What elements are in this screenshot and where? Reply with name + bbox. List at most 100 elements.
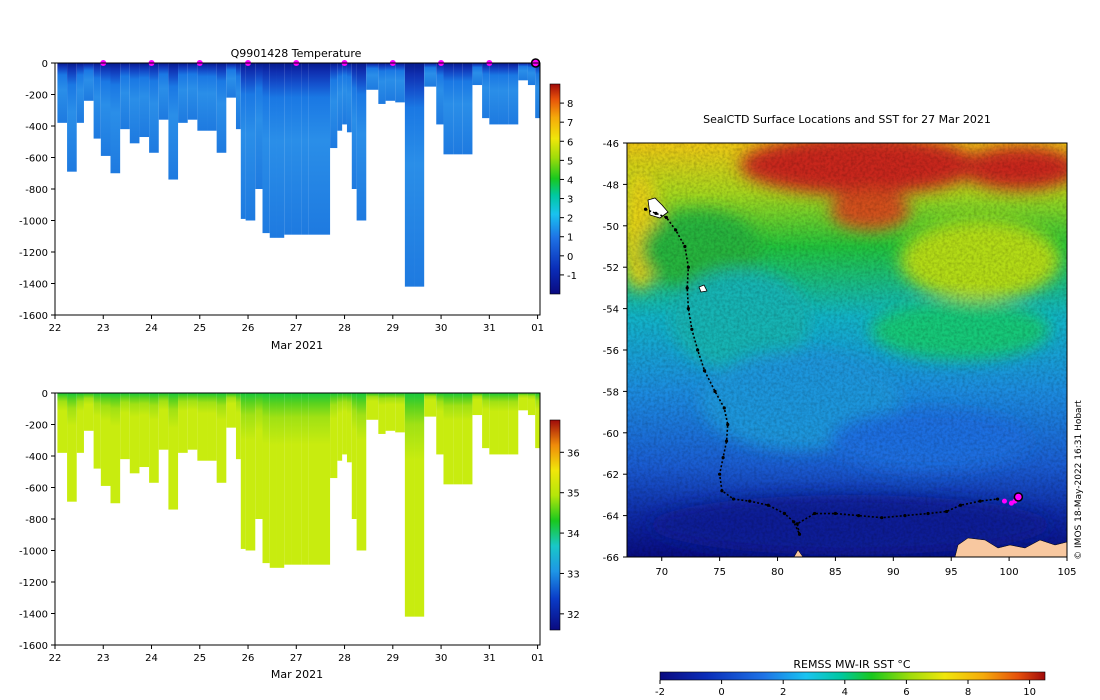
profile-column — [337, 63, 343, 131]
lat-tick-label: -58 — [603, 387, 619, 398]
x-tick-label: 29 — [386, 323, 399, 334]
profile-column — [216, 63, 227, 153]
x-tick-label: 24 — [145, 653, 158, 664]
lon-tick-label: 80 — [771, 567, 784, 578]
profile-column — [378, 393, 386, 434]
track-point — [683, 244, 687, 249]
profile-column — [276, 393, 285, 568]
map-lat-ticks: -46 -48 -50 -52 -54 -56 -58 -60 -62 -64 -66 — [603, 139, 627, 564]
lon-tick-label: 75 — [713, 567, 726, 578]
colorbar-tick-label: 3 — [567, 195, 573, 206]
profile-column — [216, 393, 227, 483]
x-tick-label: 30 — [435, 323, 448, 334]
lon-tick-label: 100 — [1000, 567, 1019, 578]
profile-column — [356, 393, 367, 551]
profile-column — [110, 63, 121, 174]
lat-tick-label: -54 — [603, 305, 619, 316]
profile-column — [168, 63, 179, 180]
track-point — [748, 499, 752, 503]
x-tick-label: 01 — [531, 323, 544, 334]
y-tick-label: -1400 — [19, 610, 48, 621]
x-tick-label: 31 — [483, 653, 496, 664]
y-tick-label: -1400 — [19, 280, 48, 291]
profile-column — [414, 393, 425, 617]
profile-column — [404, 63, 415, 287]
lat-tick-label: -50 — [603, 222, 619, 233]
y-tick-label: -1000 — [19, 217, 48, 228]
profile-column — [158, 393, 169, 450]
lat-tick-label: -66 — [603, 553, 619, 564]
profile-column — [462, 393, 473, 485]
lon-tick-label: 90 — [887, 567, 900, 578]
y-tick-label: -1200 — [19, 578, 48, 589]
profile-column — [482, 393, 490, 449]
y-tick-label: -1600 — [19, 311, 48, 322]
profile-column — [342, 393, 347, 455]
profile-column — [158, 63, 169, 120]
profile-column — [120, 63, 130, 130]
track-point — [720, 489, 724, 493]
profile-column — [83, 393, 94, 431]
x-tick-label: 25 — [193, 323, 206, 334]
profile-column — [489, 393, 499, 455]
profile-column — [508, 63, 519, 125]
colorbar-tick-label: 5 — [567, 156, 573, 167]
salinity-panel: 0 -200 -400 -600 -800 -1000 -1200 -1400 -1600 22… — [19, 389, 580, 681]
profile-column — [240, 393, 246, 549]
antarctic-coast — [954, 537, 1067, 557]
x-tick-label: 23 — [97, 323, 110, 334]
lon-tick-label: 85 — [829, 567, 842, 578]
profile-column — [404, 393, 415, 617]
y-tick-label: -200 — [25, 91, 48, 102]
profile-column — [57, 393, 68, 453]
profile-column — [57, 63, 68, 123]
lat-tick-label: -62 — [603, 470, 619, 481]
profile-column — [226, 393, 236, 428]
track-point — [726, 422, 730, 427]
profile-column — [149, 63, 159, 153]
y-tick-label: -800 — [25, 515, 48, 526]
profile-column — [462, 63, 473, 155]
sst-colorbar-label: REMSS MW-IR SST °C — [793, 658, 911, 671]
profile-column — [351, 393, 357, 519]
profile-column — [76, 63, 84, 123]
x-tick-label: 23 — [97, 653, 110, 664]
y-tick-label: -1600 — [19, 641, 48, 652]
profile-column — [93, 393, 101, 469]
profile-column — [149, 393, 159, 483]
y-tick-label: -1200 — [19, 248, 48, 259]
profile-column — [424, 393, 437, 417]
profile-column — [67, 393, 77, 502]
profile-column — [443, 63, 454, 155]
track-point — [833, 511, 838, 516]
temperature-panel: Q9901428 Temperature 0 -200 -400 -600 -800 -1… — [19, 47, 577, 352]
salinity-colorbar-ticks: 32 33 34 35 36 — [560, 448, 580, 621]
profile-column — [378, 63, 386, 104]
track-point — [797, 532, 802, 536]
profile-column — [100, 393, 111, 486]
x-tick-label: 27 — [290, 323, 303, 334]
x-tick-label: 31 — [483, 323, 496, 334]
colorbar-tick-label: 36 — [567, 448, 580, 459]
profile-column — [385, 393, 396, 431]
track-point — [795, 522, 799, 526]
profile-column — [276, 63, 285, 238]
colorbar-tick-label: 35 — [567, 489, 580, 500]
sst-colorbar — [659, 671, 1046, 681]
profile-column — [308, 393, 331, 565]
profile-column — [453, 63, 463, 155]
y-tick-label: 0 — [42, 389, 48, 400]
x-tick-label: 29 — [386, 653, 399, 664]
x-tick-label: 22 — [49, 323, 62, 334]
profile-column — [366, 393, 379, 420]
profile-column — [255, 63, 263, 189]
coast-fragment — [793, 549, 804, 557]
track-point — [731, 497, 736, 501]
profile-column — [269, 63, 277, 238]
profile-column — [330, 63, 338, 149]
profile-column — [235, 393, 241, 460]
y-tick-label: -400 — [25, 122, 48, 133]
colorbar-tick-label: 33 — [567, 569, 580, 580]
profile-column — [100, 63, 111, 156]
sst-colorbar-ticks: -2 0 2 4 6 8 10 — [655, 680, 1036, 698]
